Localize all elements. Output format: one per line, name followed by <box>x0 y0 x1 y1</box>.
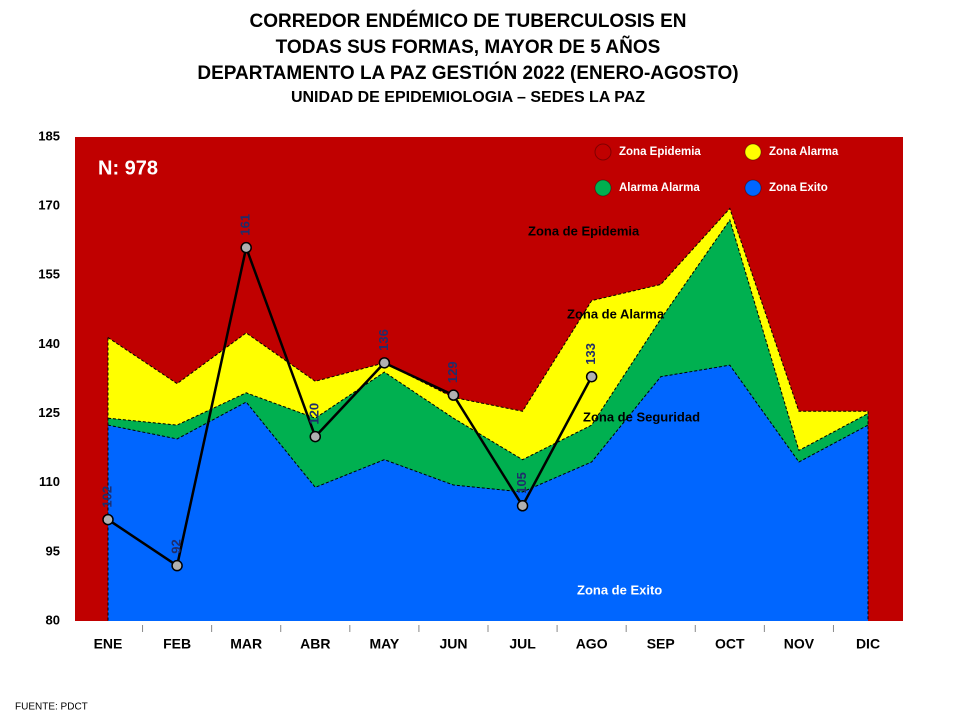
data-label: 92 <box>169 539 184 553</box>
x-tick-label: MAY <box>369 636 399 652</box>
data-label: 120 <box>307 403 322 425</box>
chart-title: DEPARTAMENTO LA PAZ GESTIÓN 2022 (ENERO-… <box>197 62 738 84</box>
chart-title: CORREDOR ENDÉMICO DE TUBERCULOSIS EN <box>249 10 686 32</box>
x-tick-label: JUL <box>509 636 536 652</box>
legend-swatch <box>744 179 762 197</box>
x-tick-label: AGO <box>576 636 608 652</box>
legend-label: Alarma Alarma <box>619 182 700 194</box>
observed-point <box>585 370 598 383</box>
source-note: FUENTE: PDCT <box>15 702 88 713</box>
plot: 102 92 161 120 136 129 105 133 <box>99 207 869 621</box>
x-tick-label: SEP <box>647 636 675 652</box>
legend-label: Zona Epidemia <box>619 146 701 158</box>
x-tick-label: OCT <box>715 636 745 652</box>
y-tick-label: 80 <box>46 612 60 627</box>
observed-point <box>102 513 114 526</box>
y-tick-label: 185 <box>38 128 60 143</box>
y-tick-label: 125 <box>38 405 60 420</box>
annotation: Zona de Epidemia <box>528 223 640 238</box>
x-tick-label: JUN <box>439 636 467 652</box>
annotation: Zona de Seguridad <box>583 409 700 424</box>
y-tick-label: 170 <box>38 198 60 213</box>
chart-subtitle: UNIDAD DE EPIDEMIOLOGIA – SEDES LA PAZ <box>291 89 645 106</box>
data-label: 136 <box>376 329 391 351</box>
data-label: 102 <box>99 486 114 508</box>
x-tick-label: FEB <box>163 636 191 652</box>
x-tick-label: MAR <box>230 636 262 652</box>
data-label: 133 <box>583 343 598 365</box>
observed-point <box>240 241 252 254</box>
legend-label: Zona Alarma <box>769 146 839 158</box>
observed-point <box>378 357 391 369</box>
legend-swatch <box>594 179 612 197</box>
area-edge <box>107 364 869 493</box>
data-label: 161 <box>238 214 253 236</box>
annotation: Zona de Alarma <box>567 306 665 321</box>
observed-point <box>447 389 460 401</box>
area-edge <box>107 218 869 461</box>
y-tick-label: 95 <box>46 543 60 558</box>
y-tick-label: 155 <box>38 267 60 282</box>
observed-point <box>171 559 183 572</box>
chart-title: TODAS SUS FORMAS, MAYOR DE 5 AÑOS <box>276 36 661 58</box>
annotation: N: 978 <box>98 157 158 179</box>
y-tick-label: 140 <box>38 336 60 351</box>
y-tick-label: 110 <box>39 474 60 489</box>
observed-point <box>309 430 322 443</box>
x-tick-label: DIC <box>856 636 880 652</box>
legend-label: Zona Exito <box>769 182 828 194</box>
x-tick-label: NOV <box>784 636 815 652</box>
legend-swatch <box>594 143 612 161</box>
data-label: 129 <box>445 361 460 383</box>
x-tick-label: ENE <box>94 636 123 652</box>
area <box>108 365 868 621</box>
observed-point <box>516 500 529 512</box>
x-tick-label: ABR <box>300 636 330 652</box>
data-label: 105 <box>514 472 529 494</box>
area-edge <box>107 207 868 412</box>
legend-swatch <box>744 143 762 161</box>
annotation: Zona de Exito <box>577 582 662 597</box>
observed-line <box>107 243 593 568</box>
